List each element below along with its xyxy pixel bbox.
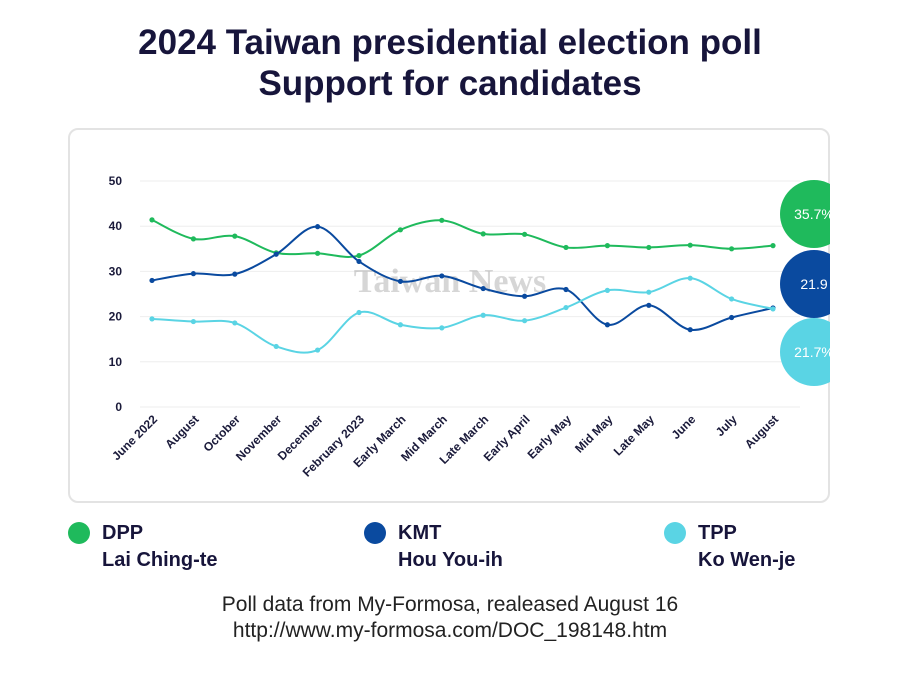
data-point-kmt <box>480 285 486 292</box>
x-tick-label: July <box>713 412 740 439</box>
end-bubble-tpp <box>780 318 830 386</box>
data-point-dpp <box>356 252 362 259</box>
series-line-kmt <box>151 225 774 331</box>
data-point-kmt <box>729 314 735 321</box>
y-tick-label: 10 <box>109 355 123 369</box>
data-point-tpp <box>273 343 279 350</box>
x-tick-label: June 2022 <box>109 412 160 463</box>
data-point-kmt <box>604 322 611 328</box>
legend-candidate-tpp: Ko Wen-je <box>698 549 796 571</box>
series-line-dpp <box>151 218 774 258</box>
data-point-tpp <box>604 287 611 293</box>
legend-dot-dpp <box>68 522 90 544</box>
x-tick-label: August <box>162 412 201 451</box>
chart-title: 2024 Taiwan presidential election poll S… <box>0 22 900 104</box>
end-bubble-kmt <box>780 250 830 318</box>
data-point-kmt <box>149 277 155 284</box>
data-point-kmt <box>190 271 196 277</box>
data-point-dpp <box>232 233 238 239</box>
watermark: Taiwan News <box>354 263 546 300</box>
data-point-dpp <box>729 246 735 252</box>
y-tick-label: 20 <box>109 310 123 324</box>
data-point-tpp <box>522 318 528 324</box>
legend-candidate-kmt: Hou You-ih <box>398 549 503 571</box>
source-url: http://www.my-formosa.com/DOC_198148.htm <box>232 619 668 642</box>
data-point-dpp <box>522 231 528 237</box>
data-point-tpp <box>232 320 238 326</box>
y-tick-label: 0 <box>115 400 122 414</box>
x-tick-label: June <box>669 412 699 442</box>
source-note: Poll data from My-Formosa, realeased Aug… <box>0 592 900 644</box>
data-point-dpp <box>687 242 693 248</box>
x-tick-label: October <box>200 412 243 455</box>
end-label-kmt: 21.9 <box>800 276 827 292</box>
data-point-tpp <box>356 309 362 316</box>
data-point-kmt <box>563 286 569 293</box>
data-point-dpp <box>190 236 196 242</box>
y-tick-label: 40 <box>109 219 123 233</box>
y-tick-label: 30 <box>109 264 123 278</box>
data-point-tpp <box>729 296 735 302</box>
data-point-dpp <box>149 217 155 223</box>
legend-dot-tpp <box>664 522 686 544</box>
legend-dot-kmt <box>364 522 386 544</box>
data-point-kmt <box>232 271 238 277</box>
end-bubble-dpp <box>780 180 830 248</box>
data-point-kmt <box>646 302 652 308</box>
data-point-tpp <box>190 318 196 325</box>
end-label-dpp: 35.7% <box>794 206 830 222</box>
data-point-kmt <box>356 258 362 265</box>
title-line-2: Support for candidates <box>258 64 642 103</box>
legend-party-kmt: KMT <box>398 522 442 544</box>
title-line-1: 2024 Taiwan presidential election poll <box>138 23 762 62</box>
series-line-tpp <box>151 277 774 354</box>
data-point-tpp <box>770 306 776 312</box>
data-point-tpp <box>646 289 652 295</box>
data-point-dpp <box>604 243 611 249</box>
data-point-tpp <box>397 322 403 328</box>
data-point-kmt <box>273 251 279 257</box>
data-point-kmt <box>397 278 403 284</box>
data-point-dpp <box>397 227 403 233</box>
x-tick-label: Late May <box>611 412 657 458</box>
data-point-tpp <box>563 304 569 311</box>
x-tick-label: August <box>742 412 781 451</box>
data-point-dpp <box>646 244 652 251</box>
data-point-tpp <box>149 316 155 322</box>
data-point-dpp <box>439 217 445 223</box>
x-tick-label: Mid May <box>572 412 616 456</box>
data-point-tpp <box>687 275 693 281</box>
x-tick-label: Early May <box>525 412 575 462</box>
legend-candidate-dpp: Lai Ching-te <box>102 549 218 571</box>
data-point-kmt <box>315 224 321 230</box>
source-text: Poll data from My-Formosa, realeased Aug… <box>221 593 679 616</box>
data-point-kmt <box>687 327 693 333</box>
data-point-tpp <box>315 347 321 353</box>
data-point-kmt <box>439 273 445 279</box>
data-point-dpp <box>770 243 776 249</box>
y-tick-label: 50 <box>109 174 123 188</box>
data-point-kmt <box>522 293 528 299</box>
data-point-tpp <box>439 325 445 331</box>
end-label-tpp: 21.7% <box>794 344 830 360</box>
legend-party-dpp: DPP <box>102 522 144 544</box>
data-point-dpp <box>480 231 486 237</box>
data-point-dpp <box>315 250 321 256</box>
legend-party-tpp: TPP <box>698 522 737 544</box>
chart-card: 0 10 20 30 40 50 Taiwan News June 2022 August Oct… <box>68 128 830 503</box>
data-point-dpp <box>563 244 569 251</box>
data-point-tpp <box>480 312 486 318</box>
